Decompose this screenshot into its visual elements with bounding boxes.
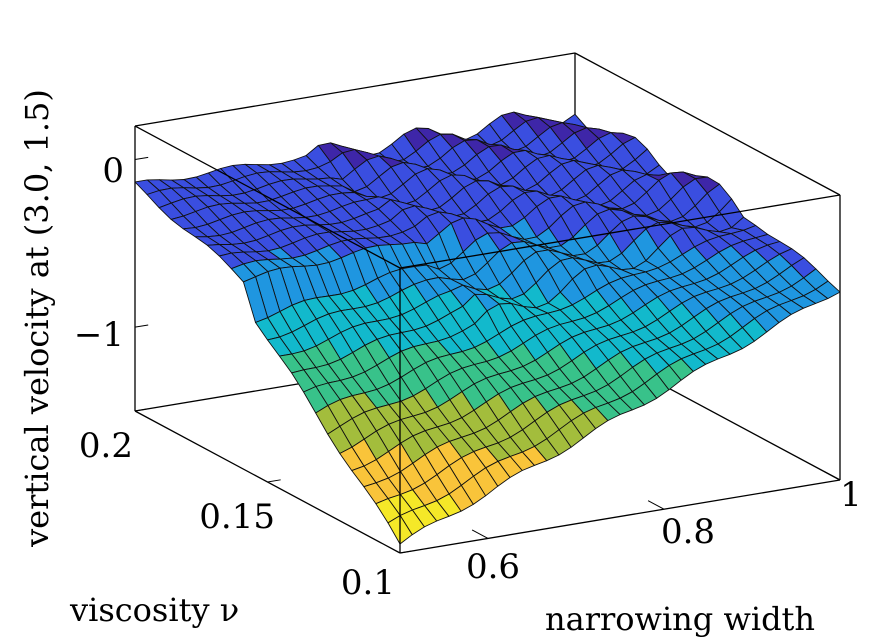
y-tick-label-1: 0.15 xyxy=(199,497,275,537)
x-tick-label-0: 0.6 xyxy=(466,547,520,587)
surface-mesh xyxy=(134,111,841,545)
y-tick-mark xyxy=(134,408,149,412)
tick-marks xyxy=(134,156,841,554)
y-tick-mark xyxy=(267,479,281,483)
box-edge-right-top xyxy=(574,52,841,196)
z-tick-label-1: −1 xyxy=(74,315,124,355)
y-tick-label-0: 0.1 xyxy=(341,563,395,603)
box-edge-left-top xyxy=(134,125,401,269)
x-tick-mark xyxy=(471,529,489,539)
z-tick-label-0: 0 xyxy=(102,151,124,191)
y-axis-title: viscosity ν xyxy=(69,591,239,629)
z-tick-mark xyxy=(134,324,149,328)
x-tick-mark xyxy=(823,471,841,481)
y-tick-mark xyxy=(399,550,414,554)
box-edge-back-top xyxy=(134,52,576,127)
z-tick-mark xyxy=(134,156,149,161)
x-tick-label-2: 1 xyxy=(840,475,862,515)
x-tick-mark xyxy=(647,500,665,510)
box-edge-front-bottom xyxy=(399,479,841,554)
z-axis-title: vertical velocity at (3.0, 1.5) xyxy=(18,89,56,548)
x-tick-label-1: 0.8 xyxy=(661,512,715,552)
x-axis-title: narrowing width xyxy=(545,600,815,638)
y-tick-label-2: 0.2 xyxy=(79,426,133,466)
box-edge-front-top xyxy=(399,194,841,269)
